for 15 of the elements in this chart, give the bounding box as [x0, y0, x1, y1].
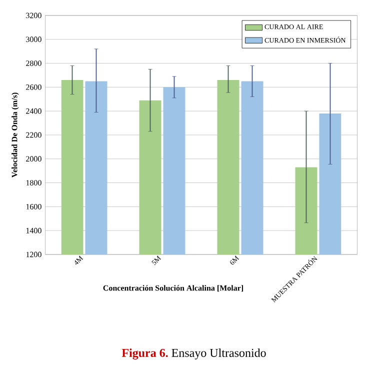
- y-axis-title: Velocidad De Onda (m/s): [12, 92, 19, 178]
- y-tick-label: 2400: [26, 108, 42, 114]
- y-tick-label: 2000: [26, 156, 42, 162]
- y-tick-label: 3000: [26, 36, 42, 42]
- y-tick-label: 2200: [26, 132, 42, 138]
- y-tick-label: 2600: [26, 84, 42, 90]
- x-axis-title: Concentración Solución Alcalina [Molar]: [103, 285, 243, 292]
- y-tick-label: 1800: [26, 180, 42, 186]
- y-tick-label: 1200: [26, 252, 42, 258]
- y-tick-label: 1600: [26, 204, 42, 210]
- text: Figura 6.: [122, 348, 168, 360]
- y-tick-label: 2800: [26, 60, 42, 66]
- y-tick-label: 3200: [26, 12, 42, 18]
- y-tick-label: 1400: [26, 228, 42, 234]
- text: Ensayo Ultrasonido: [172, 348, 266, 360]
